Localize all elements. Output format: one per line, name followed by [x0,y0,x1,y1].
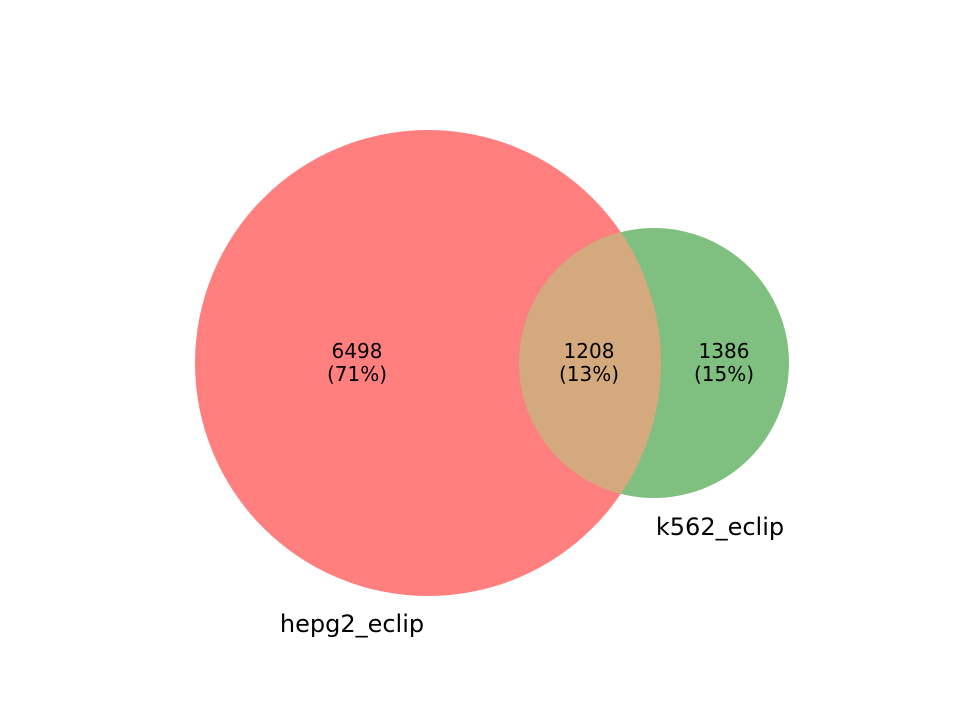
k562-set-label: k562_eclip [656,513,784,541]
only-k562-count: 1386 [699,339,750,363]
intersection-region [519,228,661,498]
hepg2-set-label: hepg2_eclip [280,610,424,638]
intersection-count: 1208 [564,339,615,363]
hepg2-circle [195,130,661,596]
only-hepg2-percent: (71%) [327,362,387,386]
only-k562-percent: (15%) [694,362,754,386]
only-hepg2-count: 6498 [332,339,383,363]
intersection-percent: (13%) [559,362,619,386]
